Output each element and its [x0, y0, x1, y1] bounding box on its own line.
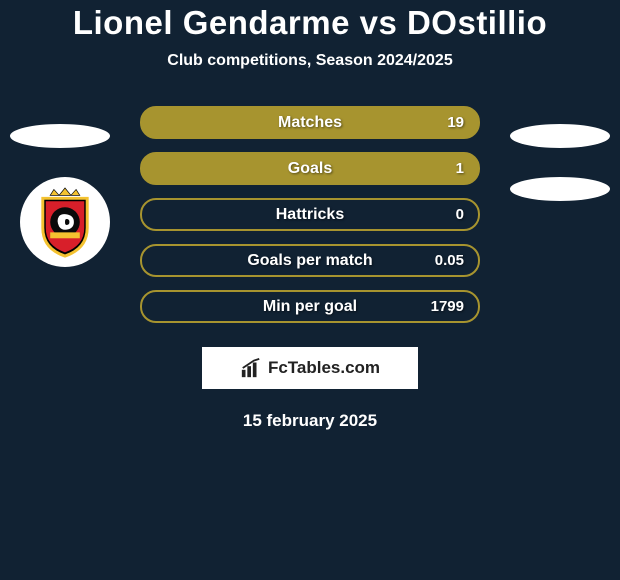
stat-label: Matches — [278, 114, 342, 132]
stat-value-right: 0 — [456, 206, 464, 223]
stat-label: Goals per match — [247, 252, 372, 270]
stat-label: Goals — [288, 160, 332, 178]
stat-value-right: 19 — [447, 114, 464, 131]
stat-row: Goals per match 0.05 — [140, 244, 480, 277]
stat-label: Hattricks — [276, 206, 344, 224]
stat-value-right: 1799 — [431, 298, 464, 315]
page-subtitle: Club competitions, Season 2024/2025 — [0, 52, 620, 70]
player-ellipse — [510, 124, 610, 148]
stat-row: Min per goal 1799 — [140, 290, 480, 323]
club-badge — [20, 177, 110, 267]
stat-value-right: 0.05 — [435, 252, 464, 269]
player-ellipse — [10, 124, 110, 148]
stat-row: Hattricks 0 — [140, 198, 480, 231]
stat-value-right: 1 — [456, 160, 464, 177]
club-crest-icon — [28, 185, 102, 259]
page-title: Lionel Gendarme vs DOstillio — [0, 4, 620, 42]
chart-icon — [240, 357, 262, 379]
brand-label: FcTables.com — [268, 358, 380, 378]
stat-label: Min per goal — [263, 298, 357, 316]
date-label: 15 february 2025 — [0, 411, 620, 431]
stat-row: Goals 1 — [140, 152, 480, 185]
stat-row: Matches 19 — [140, 106, 480, 139]
player-ellipse — [510, 177, 610, 201]
brand-box[interactable]: FcTables.com — [202, 347, 418, 389]
